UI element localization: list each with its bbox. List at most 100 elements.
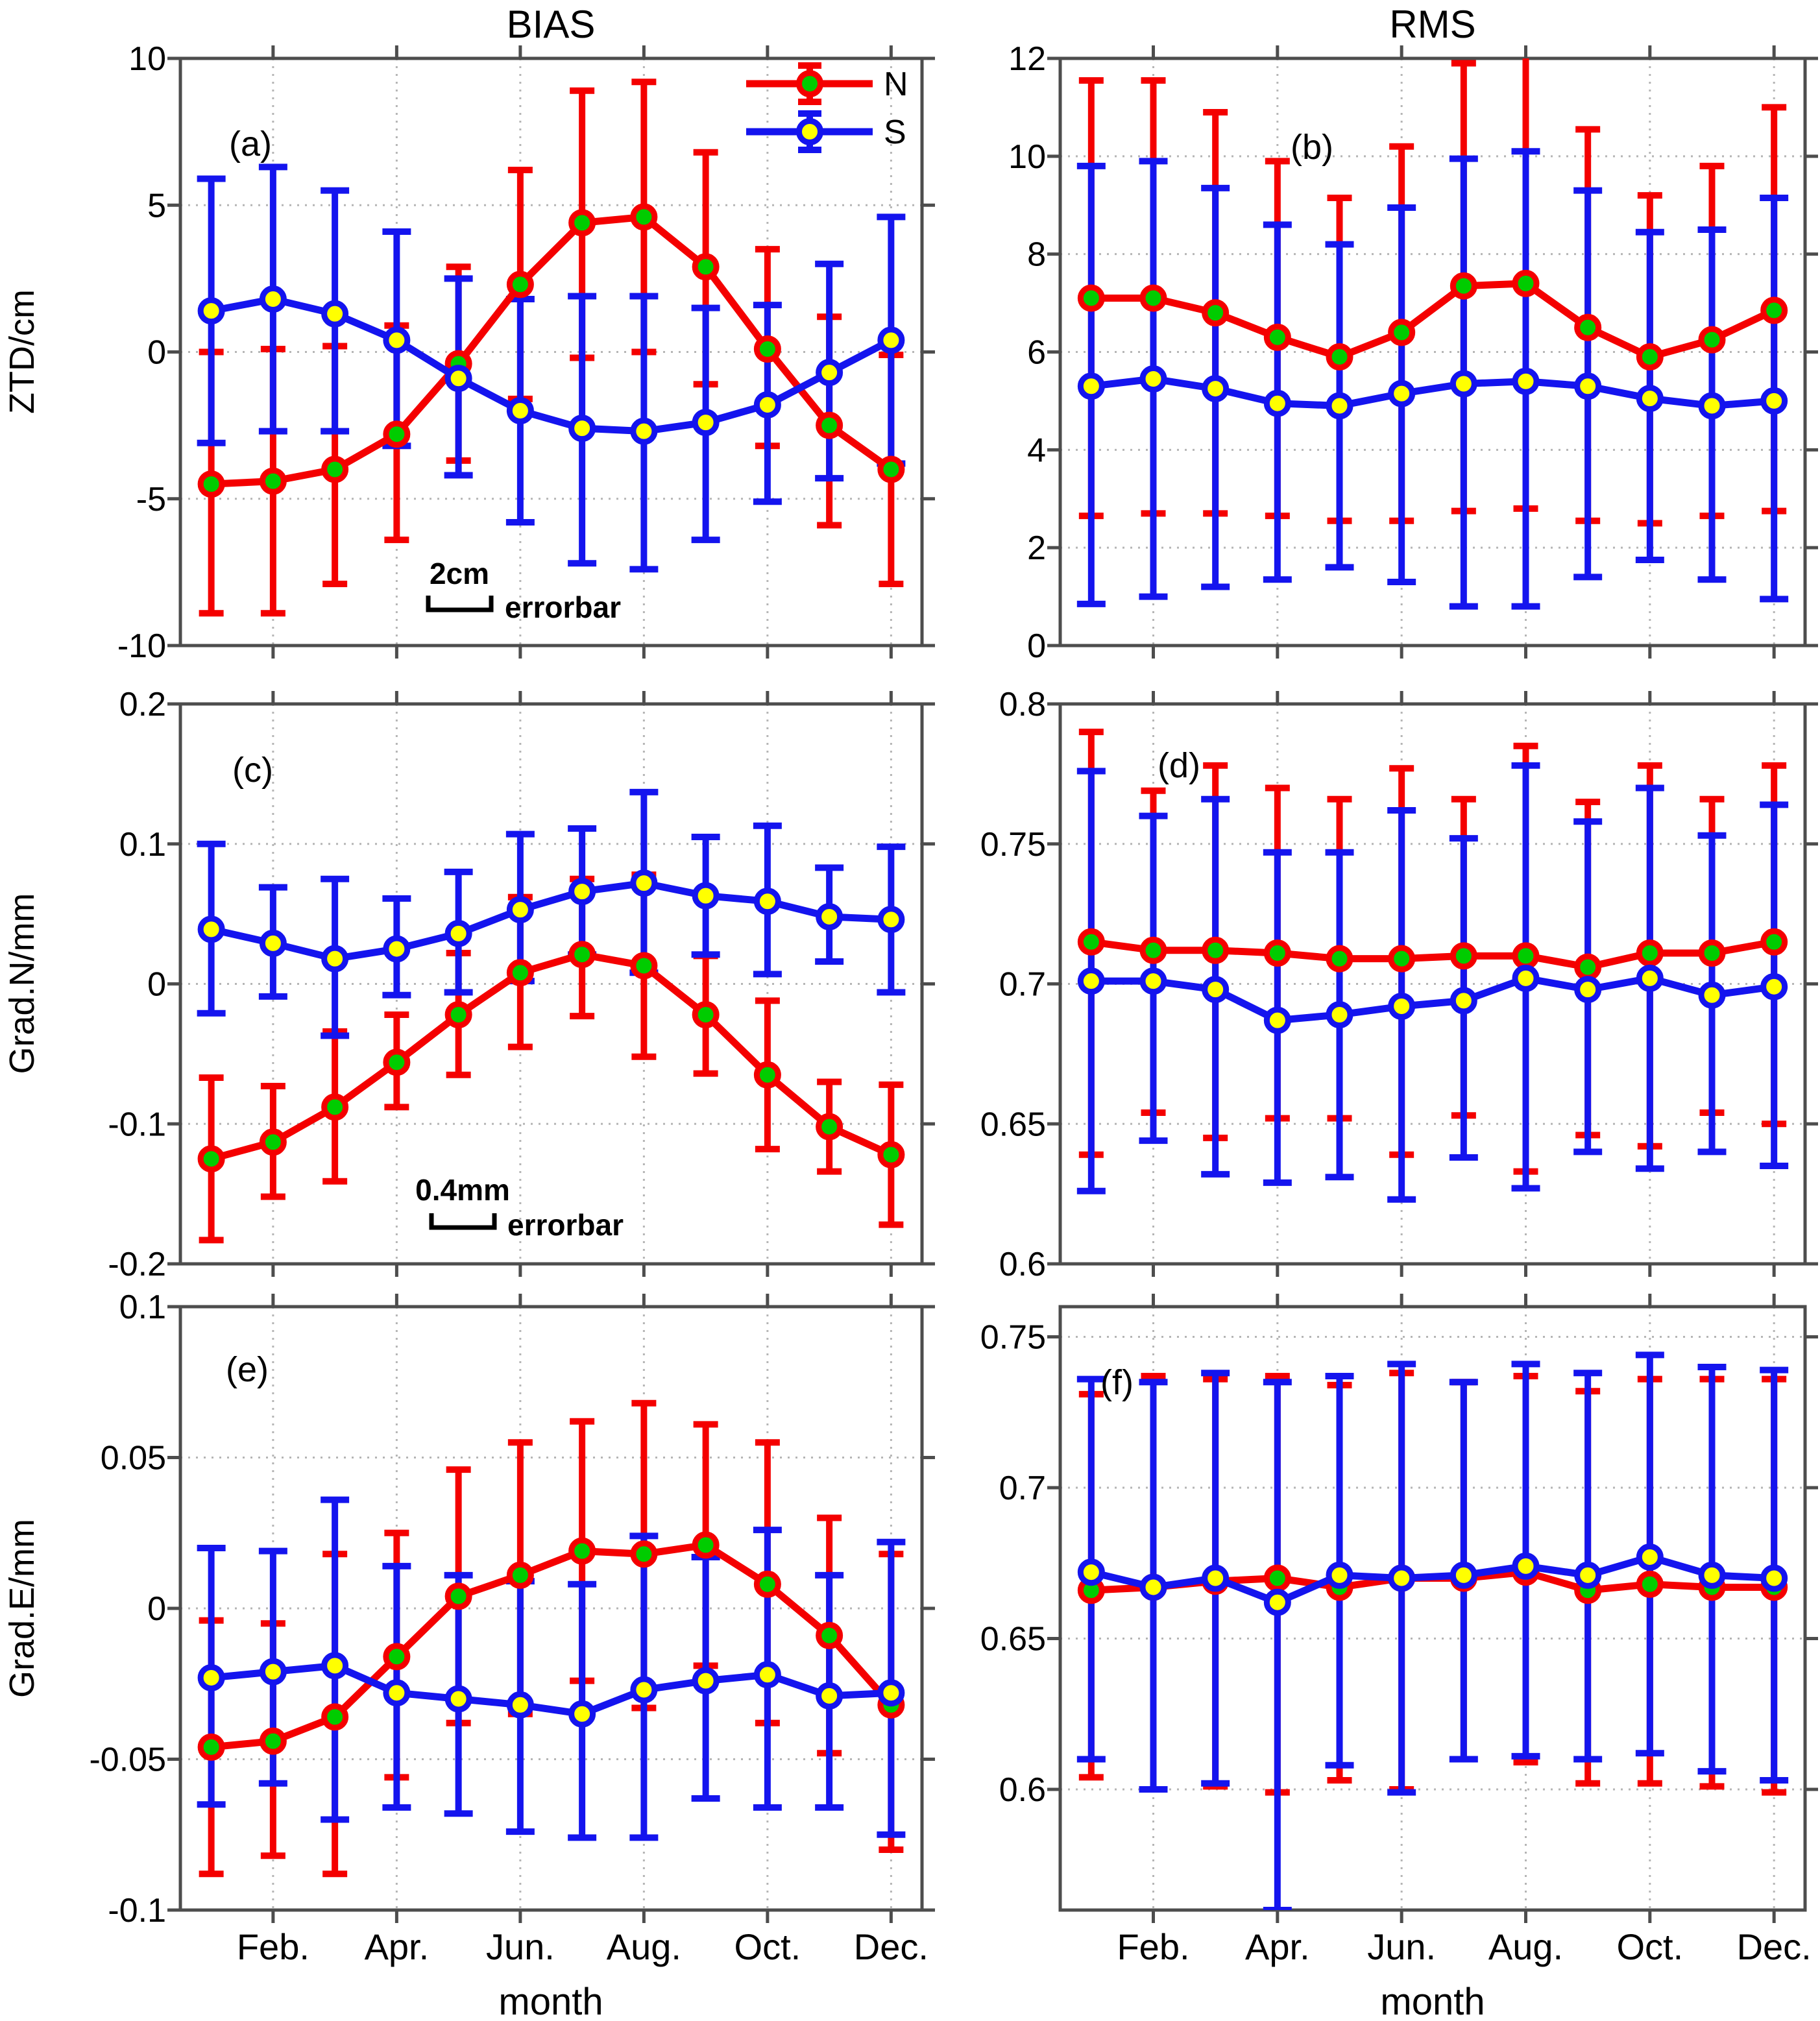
series-N-marker [383, 1643, 411, 1671]
series-S-marker [383, 935, 411, 963]
scalebar-c-bracket-icon [429, 1213, 497, 1230]
legend-n-marker-icon [796, 70, 823, 97]
series-N-marker [197, 1733, 225, 1761]
series-S-marker [1326, 1000, 1353, 1028]
y-tick-label: -0.2 [108, 1246, 166, 1283]
y-tick-label: 0.6 [999, 1771, 1046, 1809]
series-S-marker [816, 902, 843, 930]
series-layer [1076, 1351, 1789, 1910]
series-S-marker [816, 1682, 843, 1710]
series-N-marker [630, 1540, 658, 1568]
series-N-line [210, 950, 893, 1163]
series-N-marker [1326, 343, 1353, 371]
series-layer [197, 79, 906, 617]
x-tick-label: Apr. [1245, 1926, 1310, 1967]
axis-ticks [1047, 45, 1818, 659]
series-S-marker [753, 391, 781, 418]
series-S-line [1090, 1553, 1775, 1606]
series-S-marker [1077, 1558, 1105, 1586]
x-tick-label: Feb. [1117, 1926, 1189, 1967]
series-N-marker [197, 470, 225, 498]
y-tick-label: 10 [128, 40, 166, 78]
series-S-marker [1512, 964, 1540, 992]
series-S-marker [568, 878, 596, 906]
y-tick-label: 5 [147, 187, 166, 224]
series-S-marker [1388, 1564, 1416, 1592]
legend-entry-n: N [746, 62, 908, 105]
series-N-marker [321, 1703, 349, 1731]
y-tick-label: 0.65 [980, 1106, 1046, 1143]
series-S-marker [630, 869, 658, 897]
series-S-marker [1512, 367, 1540, 395]
series-S-marker [1574, 372, 1602, 400]
y-tick-label: 0.1 [119, 826, 166, 864]
legend-s-marker-icon [796, 118, 823, 145]
y-tick-label: -0.1 [108, 1106, 166, 1143]
scalebar-c-text: errorbar [507, 1208, 624, 1242]
series-N-marker [383, 1048, 411, 1076]
series-S-marker [1636, 385, 1664, 413]
series-S-marker [197, 297, 225, 325]
series-layer [197, 788, 906, 1244]
errorbars-N [1078, 58, 1787, 527]
y-tick-label: 0.75 [980, 1319, 1046, 1357]
scalebar-annotation-a: 2cm errorbar [426, 557, 621, 624]
series-S-marker [1760, 387, 1788, 415]
series-S-marker [1636, 964, 1664, 992]
column-title-bias: BIAS [507, 3, 596, 46]
series-S-markers [197, 285, 905, 445]
errorbars-N [199, 1399, 904, 1878]
series-S-marker [321, 1652, 349, 1680]
series-S-markers [197, 869, 905, 973]
series-N-marker [506, 271, 534, 298]
series-N-marker [1512, 269, 1540, 297]
panel-b-plot: 0 2 4 6 8 10 12 [1008, 40, 1818, 665]
axis-ticks [167, 1294, 935, 1923]
panel-e-plot: -0.1 -0.05 0 0.05 0.1 Feb. Apr. Jun. Aug. Oct. Dec… [89, 1289, 935, 1967]
series-N-markers [197, 203, 905, 498]
y-tick-label: -5 [136, 481, 166, 518]
y-tick-label: 12 [1008, 40, 1046, 78]
axis-frame [1058, 56, 1807, 647]
series-S-marker [259, 285, 287, 313]
panel-letter-f: (f) [1100, 1363, 1134, 1402]
series-N-markers [197, 941, 905, 1173]
y-tick-label: 0.6 [999, 1246, 1046, 1283]
panel-letter-e: (e) [226, 1350, 269, 1389]
series-S-markers [1077, 365, 1788, 420]
y-tick-label: 6 [1027, 334, 1046, 372]
series-S-marker [197, 915, 225, 943]
x-tick-label: Oct. [734, 1926, 801, 1967]
series-N-line [211, 213, 893, 488]
series-N-marker [753, 1061, 781, 1089]
series-N-marker [444, 1582, 472, 1610]
series-S-marker [1698, 1561, 1726, 1589]
panel-d-plot: 0.6 0.65 0.7 0.75 0.8 [980, 686, 1818, 1283]
series-N-marker [1450, 942, 1477, 970]
series-N-marker [630, 952, 658, 980]
y-tick-label: 0.1 [119, 1289, 166, 1326]
panel-f-plot: 0.6 0.65 0.7 0.75 Feb. Apr. Jun. Aug. Oct. Dec. [980, 1294, 1818, 1967]
series-S-marker [630, 1676, 658, 1704]
series-S-marker [259, 929, 287, 957]
series-N-marker [877, 455, 905, 483]
series-S-marker [197, 1664, 225, 1691]
series-N-marker [259, 1128, 287, 1156]
series-N-marker [321, 455, 349, 483]
x-tick-label: Aug. [607, 1926, 681, 1967]
series-N-marker [1760, 296, 1788, 324]
series-S-marker [877, 1679, 905, 1707]
scalebar-a-bracket-icon [426, 596, 494, 612]
x-tick-label: Aug. [1488, 1926, 1563, 1967]
series-N-marker [753, 335, 781, 363]
x-tick-label: Dec. [1737, 1926, 1812, 1967]
panel-a-plot: -10 -5 0 5 10 [117, 40, 935, 665]
y-tick-label: 0.8 [999, 686, 1046, 723]
series-S-marker [753, 888, 781, 915]
series-N-marker [383, 420, 411, 448]
series-S-marker [444, 365, 472, 393]
series-N-marker [1202, 936, 1230, 964]
series-S-marker [1574, 1561, 1602, 1589]
errorbars-S [197, 788, 906, 1039]
